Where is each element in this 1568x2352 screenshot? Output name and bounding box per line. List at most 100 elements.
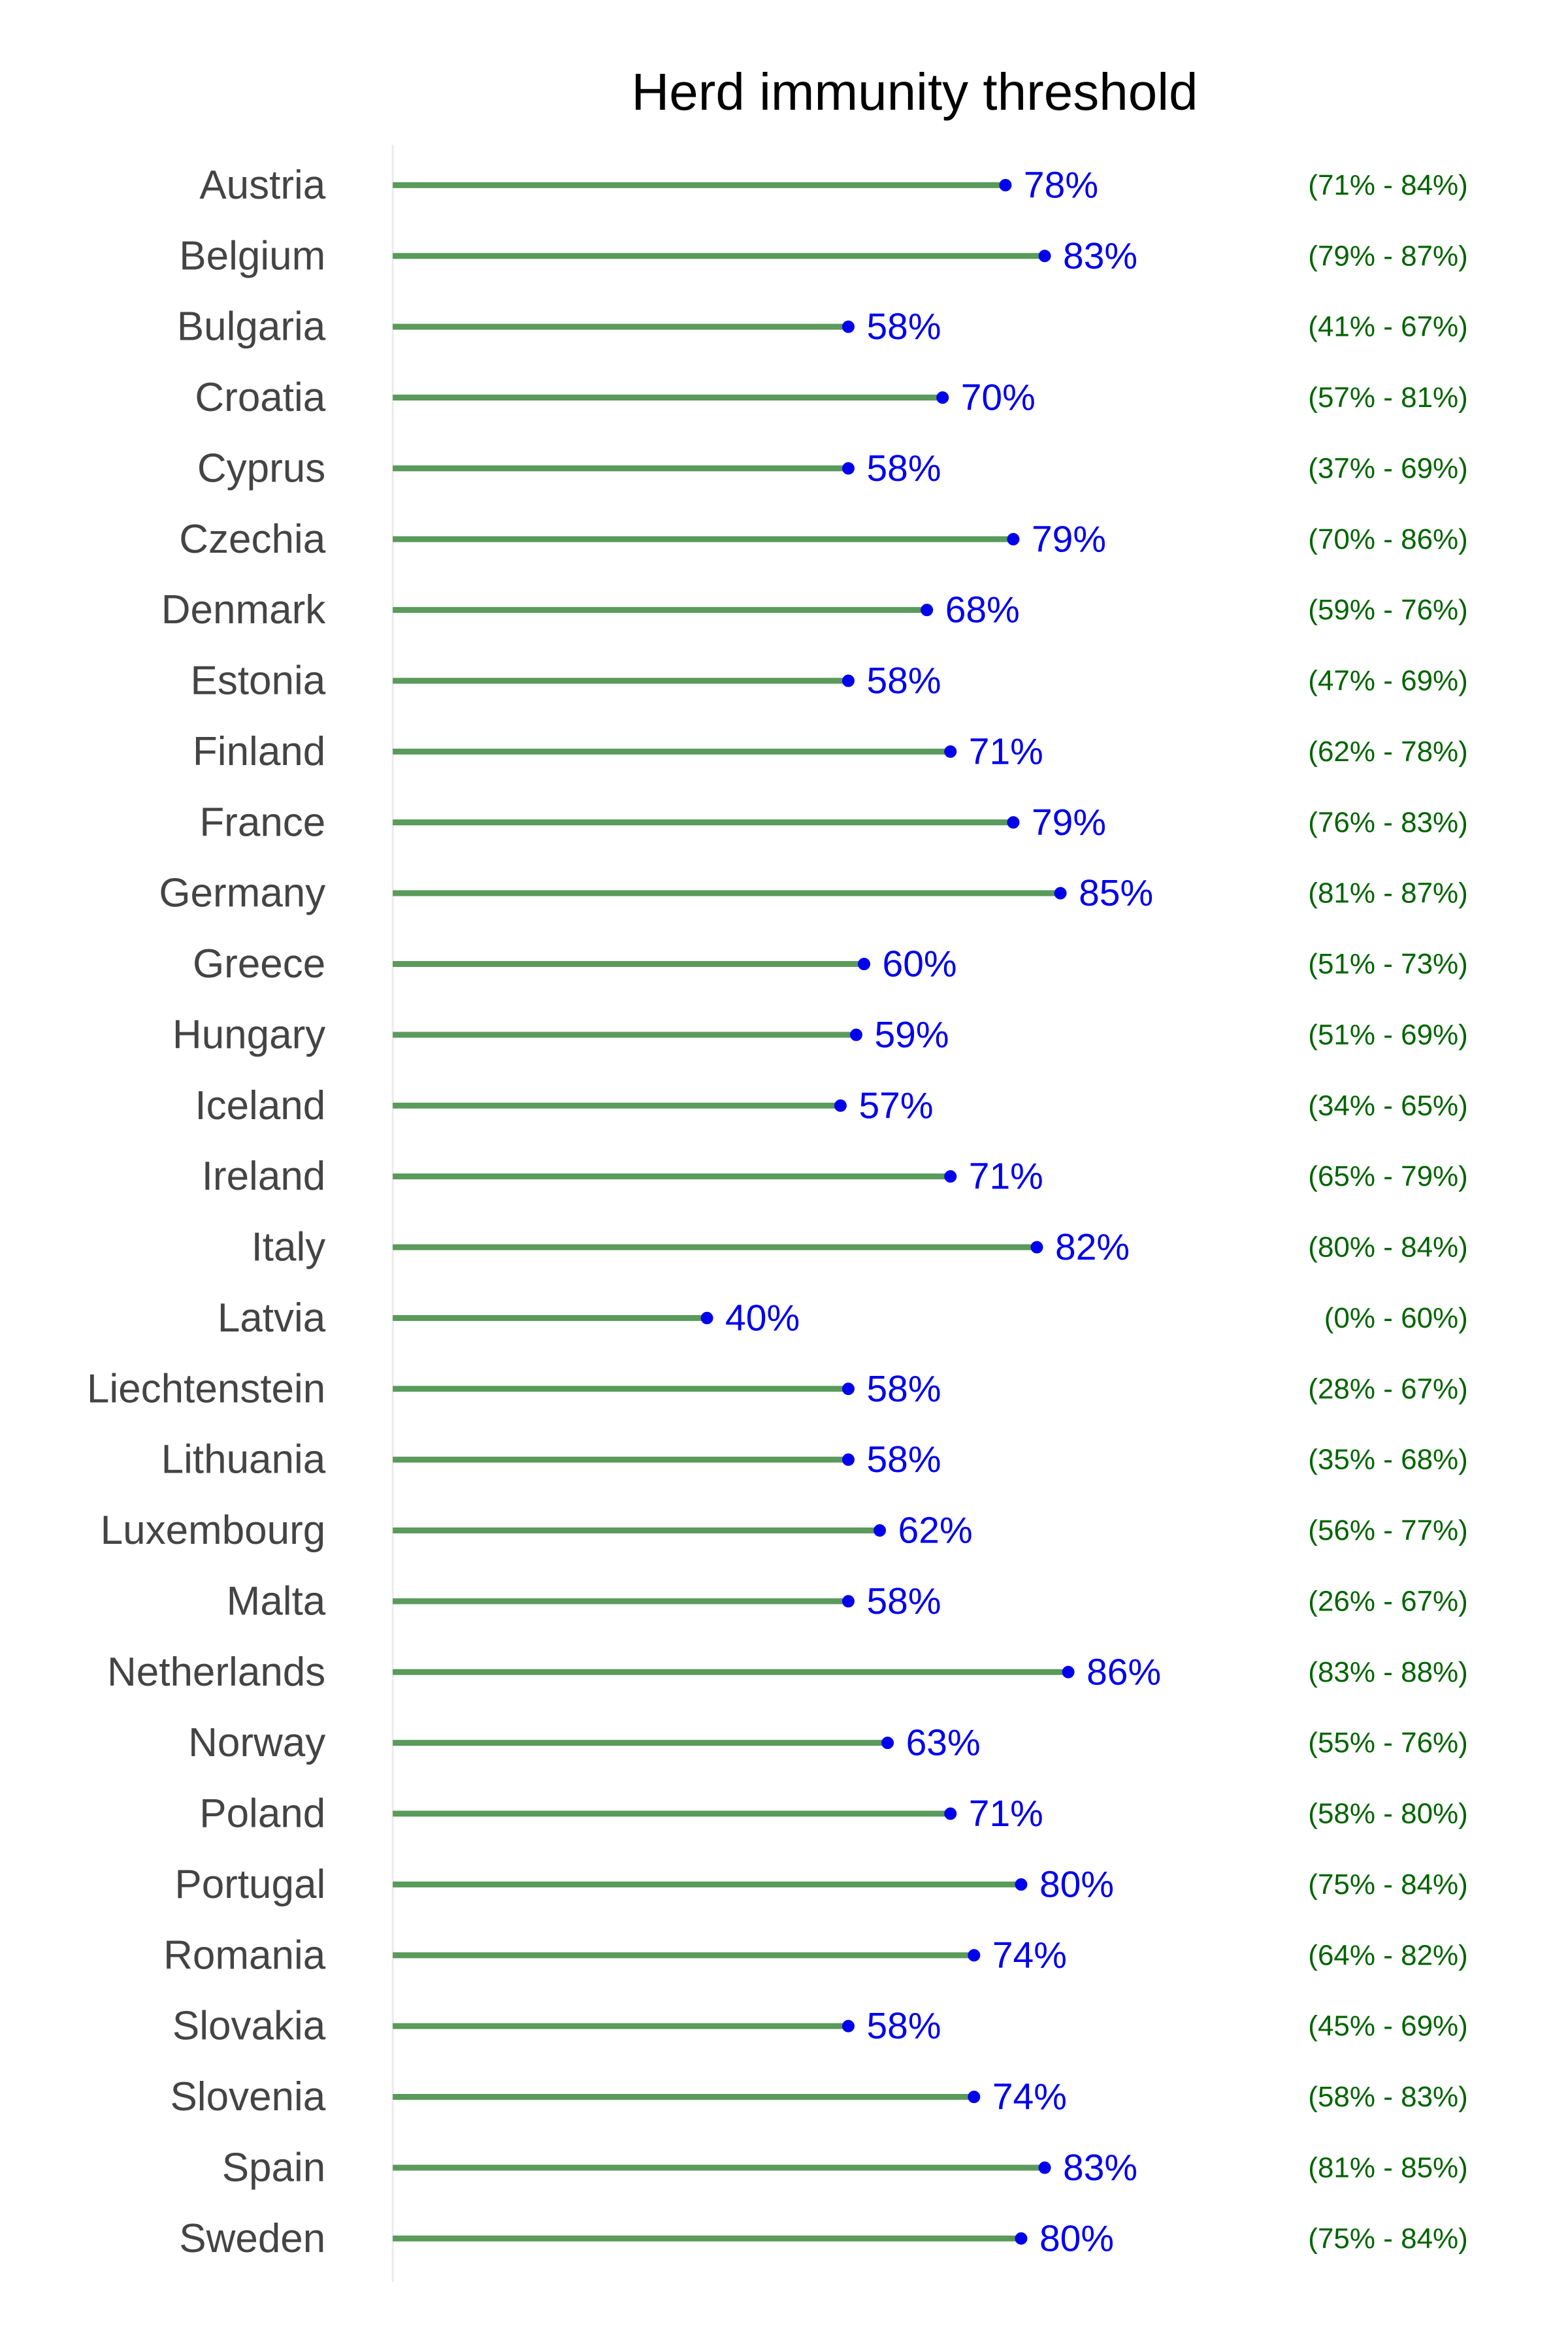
- category-label: Croatia: [195, 375, 325, 420]
- value-label: 83%: [1063, 2147, 1137, 2189]
- lollipop-dot: [841, 462, 855, 475]
- ci-label: (70% - 86%): [1308, 523, 1468, 555]
- ci-label: (80% - 84%): [1308, 1232, 1468, 1264]
- value-label: 78%: [1024, 164, 1098, 206]
- value-label: 79%: [1032, 518, 1106, 560]
- value-label: 58%: [866, 1580, 941, 1622]
- value-label: 80%: [1039, 2217, 1114, 2259]
- value-label: 58%: [866, 1368, 941, 1410]
- category-label: Norway: [188, 1720, 325, 1765]
- value-label: 68%: [945, 589, 1020, 631]
- value-label: 80%: [1039, 1863, 1114, 1905]
- lollipop-dot: [968, 2091, 981, 2104]
- category-label: Liechtenstein: [87, 1366, 325, 1411]
- ci-label: (62% - 78%): [1308, 736, 1468, 768]
- category-label: France: [199, 800, 325, 845]
- ci-label: (0% - 60%): [1324, 1302, 1468, 1334]
- category-label: Denmark: [161, 587, 327, 632]
- ci-label: (35% - 68%): [1308, 1444, 1468, 1476]
- category-label: Malta: [227, 1578, 326, 1624]
- ci-label: (81% - 85%): [1308, 2151, 1468, 2183]
- value-label: 74%: [992, 1935, 1067, 1976]
- lollipop-dot: [1015, 2232, 1028, 2245]
- category-label: Czechia: [179, 517, 326, 562]
- category-label: Latvia: [218, 1296, 326, 1341]
- ci-label: (58% - 80%): [1308, 1798, 1468, 1830]
- ci-label: (75% - 84%): [1308, 2223, 1468, 2255]
- lollipop-dot: [968, 1949, 981, 1962]
- lollipop-dot: [1015, 1878, 1028, 1891]
- lollipop-dot: [841, 320, 855, 333]
- ci-label: (71% - 84%): [1308, 169, 1468, 201]
- category-label: Lithuania: [161, 1437, 326, 1482]
- value-label: 40%: [725, 1297, 800, 1339]
- lollipop-dot: [849, 1028, 862, 1041]
- category-label: Hungary: [172, 1012, 325, 1057]
- ci-label: (41% - 67%): [1308, 311, 1468, 343]
- lollipop-dot: [1007, 816, 1020, 829]
- value-label: 86%: [1086, 1651, 1161, 1693]
- category-label: Finland: [193, 729, 325, 774]
- ci-label: (56% - 77%): [1308, 1514, 1468, 1546]
- lollipop-dot: [1007, 532, 1020, 546]
- lollipop-dot: [881, 1737, 894, 1750]
- ci-label: (59% - 76%): [1308, 594, 1468, 626]
- category-label: Portugal: [174, 1862, 325, 1907]
- lollipop-dot: [874, 1524, 887, 1537]
- ci-label: (57% - 81%): [1308, 382, 1468, 414]
- ci-label: (51% - 73%): [1308, 948, 1468, 980]
- ci-label: (58% - 83%): [1308, 2081, 1468, 2113]
- value-label: 71%: [969, 1156, 1043, 1198]
- value-label: 74%: [992, 2076, 1067, 2118]
- lollipop-dot: [1062, 1665, 1075, 1678]
- ci-label: (75% - 84%): [1308, 1869, 1468, 1901]
- ci-label: (45% - 69%): [1308, 2010, 1468, 2042]
- lollipop-dot: [936, 391, 949, 404]
- ci-label: (28% - 67%): [1308, 1373, 1468, 1405]
- lollipop-dot: [999, 178, 1012, 191]
- value-label: 83%: [1063, 235, 1137, 277]
- category-label: Belgium: [179, 233, 325, 278]
- value-label: 70%: [961, 377, 1036, 419]
- ci-label: (47% - 69%): [1308, 665, 1468, 697]
- lollipop-dot: [1038, 2161, 1051, 2174]
- category-label: Spain: [222, 2145, 326, 2190]
- category-label: Cyprus: [197, 446, 325, 491]
- value-label: 60%: [883, 943, 957, 985]
- lollipop-dot: [841, 674, 855, 687]
- category-label: Estonia: [190, 659, 325, 704]
- lollipop-dot: [1054, 887, 1067, 900]
- category-label: Iceland: [195, 1083, 325, 1128]
- value-label: 58%: [866, 306, 941, 348]
- category-label: Austria: [199, 163, 325, 208]
- category-label: Netherlands: [107, 1650, 325, 1695]
- value-label: 85%: [1079, 872, 1153, 914]
- value-label: 59%: [874, 1014, 949, 1056]
- value-label: 71%: [969, 730, 1043, 772]
- category-label: Slovakia: [172, 2004, 326, 2049]
- ci-label: (79% - 87%): [1308, 240, 1468, 272]
- ci-label: (76% - 83%): [1308, 806, 1468, 838]
- ci-label: (81% - 87%): [1308, 877, 1468, 909]
- value-label: 58%: [866, 660, 941, 702]
- category-label: Germany: [159, 871, 325, 916]
- lollipop-dot: [858, 958, 871, 971]
- category-label: Poland: [199, 1791, 325, 1837]
- lollipop-dot: [841, 1595, 855, 1608]
- value-label: 58%: [866, 2005, 941, 2047]
- lollipop-dot: [944, 745, 957, 758]
- lollipop-dot: [944, 1807, 957, 1820]
- category-label: Ireland: [202, 1154, 326, 1199]
- lollipop-dot: [841, 2019, 855, 2033]
- category-label: Italy: [252, 1225, 326, 1270]
- ci-label: (65% - 79%): [1308, 1160, 1468, 1192]
- value-label: 79%: [1032, 802, 1106, 843]
- lollipop-dot: [1038, 250, 1051, 263]
- lollipop-dot: [700, 1311, 713, 1324]
- lollipop-dot: [921, 604, 934, 617]
- ci-label: (34% - 65%): [1308, 1090, 1468, 1122]
- value-label: 58%: [866, 1439, 941, 1480]
- value-label: 62%: [898, 1510, 973, 1552]
